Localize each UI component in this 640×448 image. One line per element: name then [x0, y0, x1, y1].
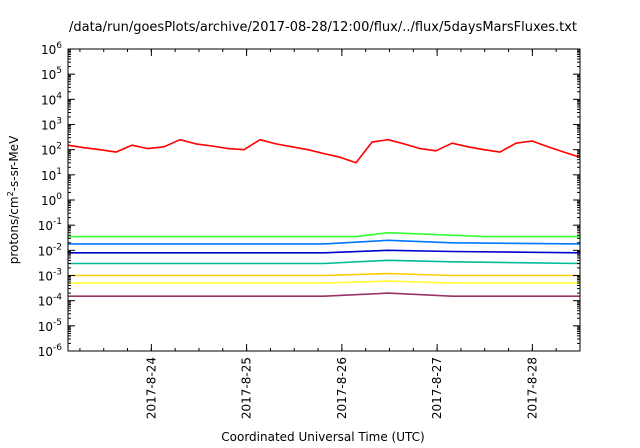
- x-axis: 2017-8-24 2017-8-25 2017-8-26 2017-8-27 2017…: [79, 49, 581, 419]
- y-tick-label-4: 10-2: [38, 242, 62, 258]
- x-tick-label-1: 2017-8-25: [240, 357, 254, 419]
- y-axis-label-sup: 2: [6, 191, 15, 196]
- y-tick-label-10: 104: [41, 91, 62, 107]
- x-tick-label-3: 2017-8-27: [430, 357, 444, 419]
- plot-frame: [67, 48, 581, 352]
- series-line-2: [68, 239, 581, 245]
- y-axis-label: protons/cm2-s-sr-MeV: [6, 135, 21, 264]
- series-line-4: [68, 259, 581, 265]
- series-line-7: [68, 292, 580, 298]
- y-tick-label-11: 105: [41, 66, 62, 82]
- series-line-6: [68, 280, 580, 284]
- y-tick-label-3: 10-3: [38, 268, 62, 284]
- x-tick-label-4: 2017-8-28: [525, 357, 539, 419]
- y-axis: 10-6 10-5 10-4 10-3 10-2 10-1 100 101 102 103 104 1…: [38, 41, 580, 359]
- y-tick-label-1: 10-5: [38, 318, 62, 334]
- y-tick-label-0: 10-6: [38, 343, 63, 359]
- y-tick-label-5: 10-1: [38, 217, 62, 233]
- series-layer: [67, 138, 581, 298]
- y-tick-label-12: 106: [41, 41, 62, 57]
- y-axis-label-main: protons/cm: [7, 196, 21, 264]
- series-line-1: [68, 231, 580, 238]
- y-tick-label-8: 102: [41, 142, 62, 158]
- x-axis-label: Coordinated Universal Time (UTC): [221, 430, 424, 444]
- x-tick-label-0: 2017-8-24: [144, 357, 158, 419]
- y-tick-label-9: 103: [41, 117, 62, 133]
- series-line-5: [68, 272, 580, 277]
- y-axis-label-post: -s-sr-MeV: [7, 135, 21, 191]
- y-tick-label-2: 10-4: [38, 293, 63, 309]
- series-line-3: [68, 249, 581, 254]
- y-tick-label-6: 100: [41, 192, 62, 208]
- series-line-0: [67, 138, 581, 164]
- y-tick-label-7: 101: [41, 167, 62, 183]
- chart-title: /data/run/goesPlots/archive/2017-08-28/1…: [69, 20, 577, 35]
- x-tick-label-2: 2017-8-26: [335, 357, 349, 419]
